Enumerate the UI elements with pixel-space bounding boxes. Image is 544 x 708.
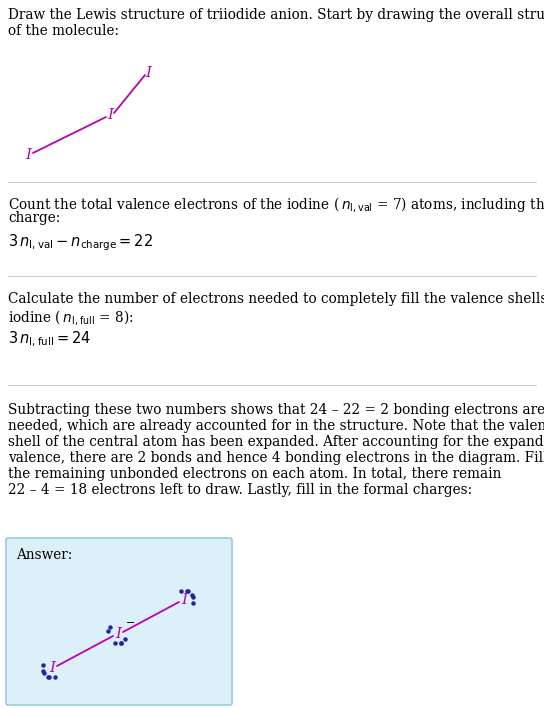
Text: I: I [49, 661, 55, 675]
FancyBboxPatch shape [6, 538, 232, 705]
Text: $3\, n_{\mathrm{I,val}} - n_{\mathrm{charge}} = 22$: $3\, n_{\mathrm{I,val}} - n_{\mathrm{cha… [8, 232, 153, 253]
Text: charge:: charge: [8, 211, 60, 225]
Text: iodine ( $n_{\mathrm{I,full}}$ = 8):: iodine ( $n_{\mathrm{I,full}}$ = 8): [8, 308, 133, 327]
Text: $3\, n_{\mathrm{I,full}} = 24$: $3\, n_{\mathrm{I,full}} = 24$ [8, 330, 91, 349]
Text: $-$: $-$ [125, 616, 135, 626]
Text: needed, which are already accounted for in the structure. Note that the valence: needed, which are already accounted for … [8, 419, 544, 433]
Text: Calculate the number of electrons needed to completely fill the valence shells f: Calculate the number of electrons needed… [8, 292, 544, 306]
Text: shell of the central atom has been expanded. After accounting for the expanded: shell of the central atom has been expan… [8, 435, 544, 449]
Text: Answer:: Answer: [16, 548, 72, 562]
Text: I: I [181, 593, 187, 607]
Text: I: I [115, 627, 121, 641]
Text: Count the total valence electrons of the iodine ( $n_{\mathrm{I,val}}$ = 7) atom: Count the total valence electrons of the… [8, 195, 544, 214]
Text: I: I [145, 66, 151, 80]
Text: of the molecule:: of the molecule: [8, 24, 119, 38]
Text: I: I [25, 148, 31, 162]
Text: I: I [107, 108, 113, 122]
Text: the remaining unbonded electrons on each atom. In total, there remain: the remaining unbonded electrons on each… [8, 467, 502, 481]
Text: Draw the Lewis structure of triiodide anion. Start by drawing the overall struct: Draw the Lewis structure of triiodide an… [8, 8, 544, 22]
Text: Subtracting these two numbers shows that 24 – 22 = 2 bonding electrons are: Subtracting these two numbers shows that… [8, 403, 544, 417]
Text: 22 – 4 = 18 electrons left to draw. Lastly, fill in the formal charges:: 22 – 4 = 18 electrons left to draw. Last… [8, 483, 472, 497]
Text: valence, there are 2 bonds and hence 4 bonding electrons in the diagram. Fill in: valence, there are 2 bonds and hence 4 b… [8, 451, 544, 465]
